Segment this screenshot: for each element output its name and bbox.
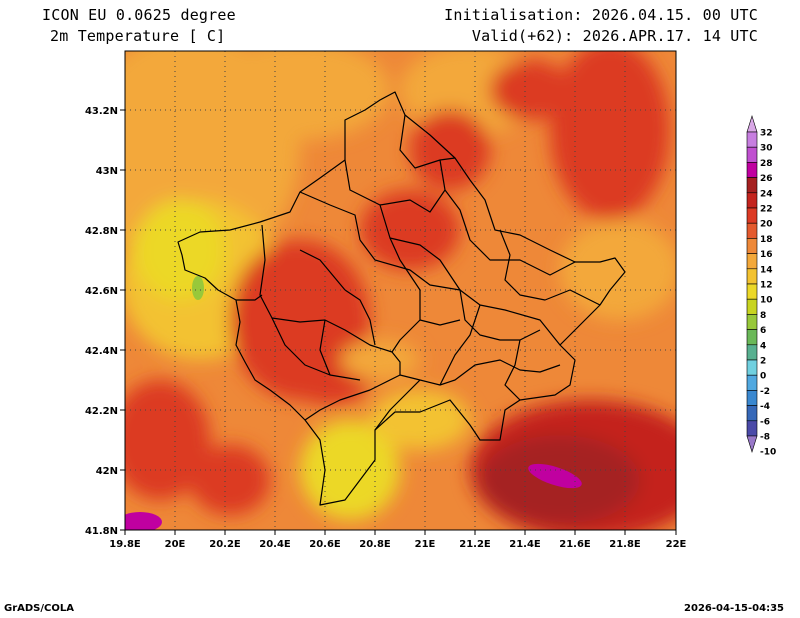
y-tick-label: 43N [96, 166, 118, 177]
colorbar-swatch [746, 420, 758, 437]
colorbar-label: 0 [760, 372, 766, 382]
y-tick-label: 42.6N [85, 286, 118, 297]
colorbar-label: 2 [760, 357, 766, 367]
y-tick-label: 42.2N [85, 406, 118, 417]
colorbar-label: -10 [760, 448, 776, 458]
colorbar-swatch [746, 405, 758, 422]
colorbar-swatch [746, 298, 758, 315]
colorbar-label: 20 [760, 220, 773, 230]
colorbar-upper-arrow [746, 114, 758, 133]
colorbar-swatch [746, 390, 758, 406]
x-tick-label: 21.6E [559, 539, 591, 550]
colorbar-swatch [746, 207, 758, 224]
colorbar-label: 18 [760, 235, 773, 245]
footer-software-label: GrADS/COLA [4, 603, 74, 614]
x-tick-label: 21.2E [459, 539, 491, 550]
colorbar-swatch [746, 283, 758, 300]
administrative-borders [177, 91, 626, 506]
x-tick-label: 19.8E [109, 539, 141, 550]
colorbar-label: 4 [760, 341, 766, 351]
colorbar-lower-arrow [746, 435, 758, 454]
x-tick-label: 20.4E [259, 539, 291, 550]
colorbar-swatch [746, 238, 758, 254]
colorbar-label: -6 [760, 417, 770, 427]
y-tick-label: 41.8N [85, 526, 118, 537]
y-tick-label: 42.4N [85, 346, 118, 357]
colorbar-label: 32 [760, 129, 773, 139]
colorbar-label: -2 [760, 387, 770, 397]
x-tick-labels: 19.8E 20E 20.2E 20.4E 20.6E 20.8E 21E 21… [109, 539, 686, 550]
x-tick-label: 21.4E [509, 539, 541, 550]
lat-lon-grid [125, 51, 676, 530]
colorbar-swatch [746, 314, 758, 330]
x-tick-label: 22E [666, 539, 687, 550]
colorbar-swatch [746, 268, 758, 285]
colorbar-label: 6 [760, 326, 766, 336]
x-tick-label: 21E [415, 539, 436, 550]
valid-time: Valid(+62): 2026.APR.17. 14 UTC [471, 27, 758, 45]
colorbar-swatch [746, 222, 758, 239]
x-tick-label: 20.2E [209, 539, 241, 550]
colorbar-swatch [746, 374, 758, 391]
y-tick-label: 42N [96, 466, 118, 477]
colorbar-label: 24 [760, 189, 773, 199]
y-tick-label: 43.2N [85, 106, 118, 117]
colorbar-label: 10 [760, 296, 773, 306]
colorbar-label: 8 [760, 311, 766, 321]
colorbar-swatch [746, 359, 758, 376]
axis-ticks [120, 109, 677, 535]
colorbar-label: 12 [760, 281, 773, 291]
colorbar-swatch [746, 344, 758, 361]
footer-timestamp: 2026-04-15-04:35 [684, 603, 784, 614]
colorbar-label: 22 [760, 205, 773, 215]
colorbar-swatch [746, 162, 758, 178]
x-tick-label: 20E [165, 539, 186, 550]
x-tick-label: 20.8E [359, 539, 391, 550]
colorbar-swatch [746, 253, 758, 270]
colorbar-label: 26 [760, 174, 773, 184]
colorbar-label: 14 [760, 265, 773, 275]
colorbar-label: 30 [760, 144, 773, 154]
colorbar-swatch [746, 177, 758, 194]
temperature-field [125, 51, 676, 530]
x-tick-label: 21.8E [609, 539, 641, 550]
colorbar-swatch [746, 192, 758, 209]
colorbar-label: 28 [760, 159, 773, 169]
colorbar-swatch [746, 131, 758, 148]
colorbar-label: -8 [760, 433, 770, 443]
colorbar-swatch [746, 146, 758, 163]
variable-title: 2m Temperature [ C] [50, 27, 226, 45]
model-title: ICON EU 0.0625 degree [42, 6, 236, 24]
x-tick-label: 20.6E [309, 539, 341, 550]
y-tick-label: 42.8N [85, 226, 118, 237]
colorbar-swatch [746, 329, 758, 346]
y-tick-labels: 43.2N 43N 42.8N 42.6N 42.4N 42.2N 42N 41… [85, 106, 118, 537]
colorbar-label: -4 [760, 402, 770, 412]
initialisation-time: Initialisation: 2026.04.15. 00 UTC [444, 6, 758, 24]
colorbar-label: 16 [760, 250, 773, 260]
